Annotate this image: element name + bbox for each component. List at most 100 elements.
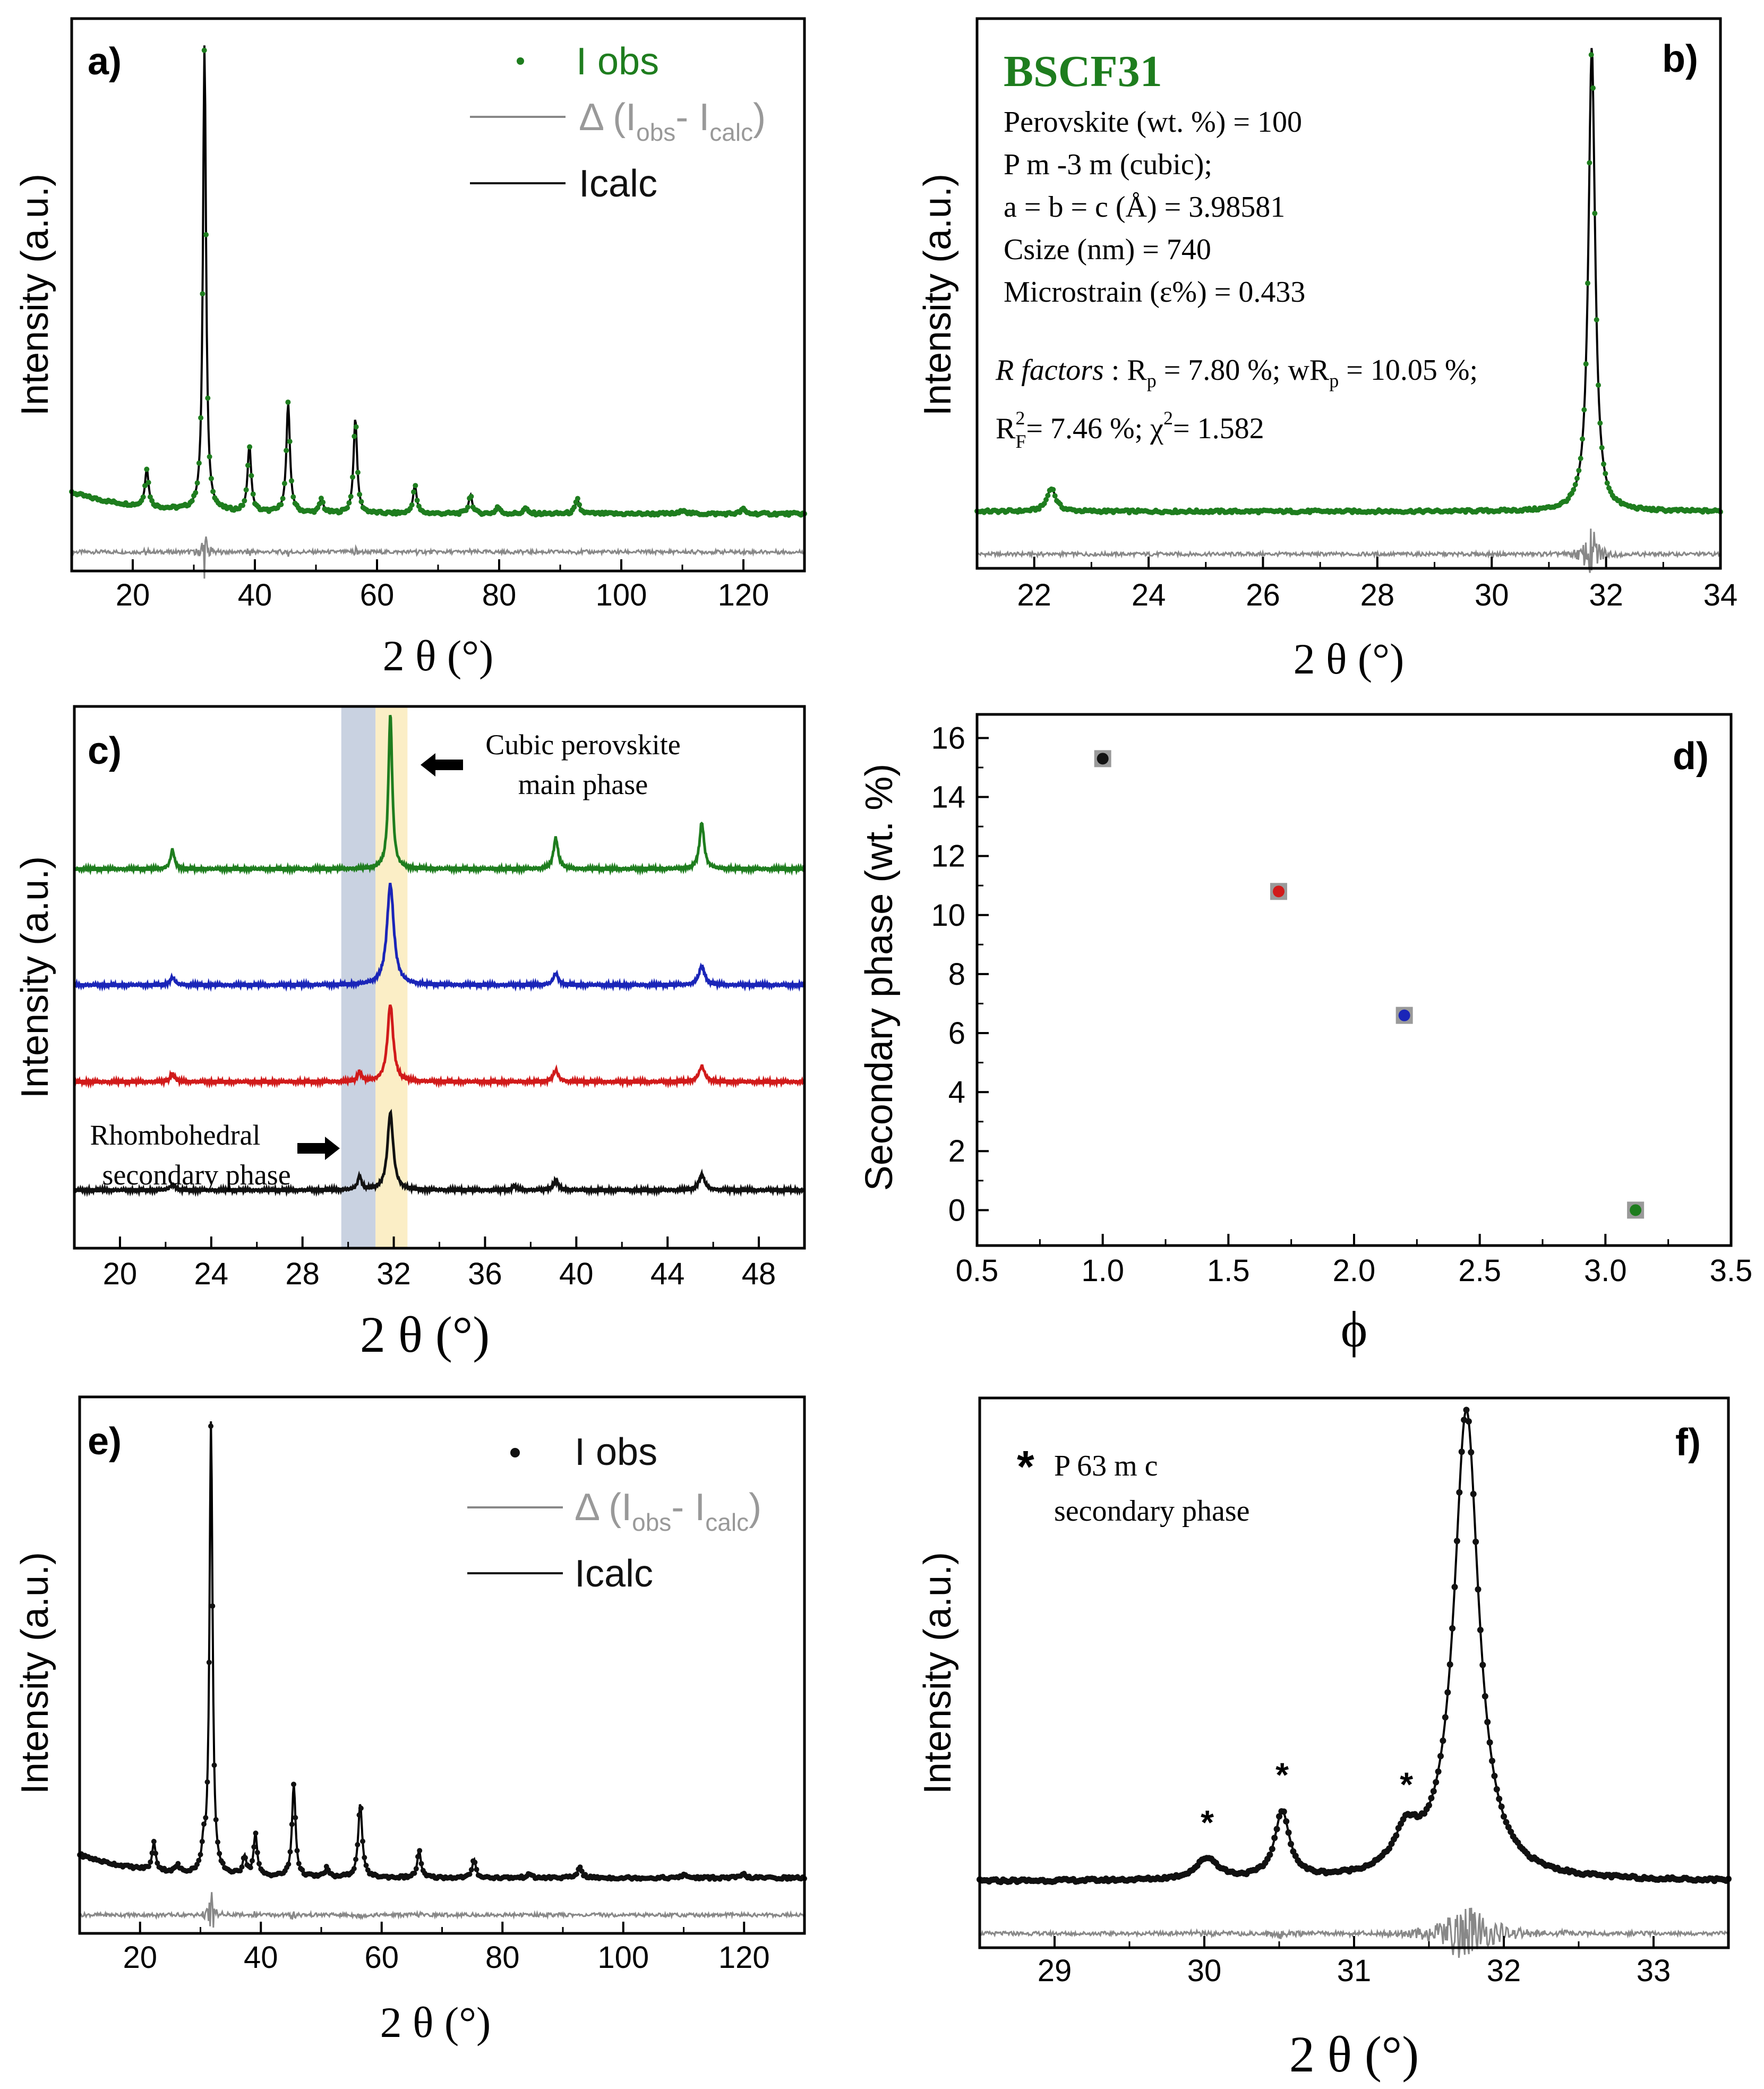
observed-point	[1271, 1835, 1278, 1841]
right-arrow-icon	[297, 1137, 340, 1160]
observed-point	[220, 1860, 226, 1866]
observed-point	[299, 1867, 305, 1873]
observed-point	[254, 1849, 260, 1855]
annotation-line-4: Csize (nm) = 740	[1004, 233, 1211, 266]
y-tick-label: 0	[948, 1193, 965, 1227]
secondary-phase-annotation: Rhombohedral secondary phase	[90, 1119, 340, 1191]
observed-point	[1280, 1808, 1287, 1815]
observed-point	[1393, 1832, 1400, 1839]
observed-point	[1486, 1739, 1493, 1746]
observed-point	[1472, 1538, 1479, 1545]
observed-point	[356, 1812, 362, 1818]
x-tick-label: 31	[1337, 1954, 1372, 1988]
x-tick-label: 1.0	[1081, 1254, 1124, 1288]
observed-point	[1043, 497, 1049, 502]
observed-point	[208, 1423, 213, 1429]
observed-point	[242, 498, 247, 504]
observed-point	[1604, 480, 1610, 486]
x-tick-label: 28	[285, 1257, 320, 1291]
observed-point	[1435, 1768, 1442, 1775]
x-tick-label: 32	[1487, 1954, 1521, 1988]
annotation-line-2: P m -3 m (cubic);	[1004, 148, 1212, 181]
x-tick-label: 28	[1360, 578, 1395, 612]
observed-point	[1503, 1819, 1510, 1826]
y-tick-label: 16	[931, 721, 965, 755]
observed-point	[210, 1603, 216, 1609]
legend-obs-marker	[517, 57, 524, 65]
x-axis-label: 2 θ (°)	[1294, 635, 1405, 683]
x-tick-label: 40	[559, 1257, 594, 1291]
observed-point	[575, 496, 580, 501]
y-axis-label: Intensity (a.u.)	[14, 174, 56, 416]
observed-point	[1428, 1795, 1435, 1802]
difference-curve	[71, 536, 806, 579]
series-green-line	[73, 714, 806, 876]
panel-a: 20 40 60 80 100 120 a) I obs Δ (Iobs- Icalc) …	[14, 17, 807, 680]
legend-calc-label: Icalc	[579, 163, 657, 205]
observed-point	[1463, 1406, 1470, 1413]
observed-point	[1498, 1803, 1505, 1810]
observed-point	[247, 444, 253, 450]
observed-point	[1475, 1586, 1482, 1593]
phase-line-1: P 63 m c	[1054, 1449, 1158, 1482]
x-axis-label: 2 θ (°)	[360, 1306, 490, 1363]
observed-point	[355, 470, 361, 475]
observed-point	[1276, 1813, 1282, 1820]
observed-point	[284, 448, 289, 454]
observed-point	[415, 1854, 421, 1860]
main-phase-line-1: Cubic perovskite	[485, 729, 680, 761]
observed-point	[412, 1870, 417, 1876]
observed-point	[409, 502, 415, 508]
observed-point	[1583, 361, 1589, 367]
observed-point	[358, 499, 364, 505]
observed-point	[250, 1858, 255, 1864]
observed-point	[287, 439, 293, 445]
observed-point	[213, 1817, 219, 1822]
observed-point	[1468, 1449, 1475, 1456]
x-tick-label: 22	[1017, 578, 1051, 612]
x-tick-label: 36	[468, 1257, 502, 1291]
observed-point	[1578, 456, 1583, 462]
observed-point	[206, 1659, 212, 1665]
observed-point	[1572, 482, 1578, 488]
legend: I obs Δ (Iobs- Icalc) Icalc	[470, 40, 766, 205]
observed-point	[1458, 1448, 1465, 1455]
observed-point	[151, 1839, 157, 1844]
observed-point	[289, 478, 294, 484]
observed-point	[1599, 445, 1605, 450]
annotation-line-3: a = b = c (Å) = 3.98581	[1004, 191, 1285, 224]
panel-label: f)	[1675, 1421, 1701, 1464]
phase-annotation: * P 63 m c secondary phase	[1017, 1442, 1250, 1528]
observed-point	[1437, 1753, 1444, 1760]
panel-f: * * * 29 30 31 32 33 f) * P 63 m c secondary p…	[917, 1396, 1732, 2083]
observed-point	[355, 1842, 361, 1847]
observed-point	[417, 1848, 423, 1854]
observed-point	[467, 1871, 473, 1877]
observed-point	[1501, 1813, 1507, 1820]
observed-point	[256, 1861, 262, 1866]
observed-point	[358, 1805, 364, 1811]
observed-point	[350, 474, 355, 480]
observed-point	[245, 463, 251, 468]
y-tick-label: 4	[948, 1075, 965, 1110]
y-tick-label: 8	[948, 957, 965, 992]
observed-point	[278, 501, 284, 507]
x-tick-label: 60	[364, 1940, 399, 1975]
observed-point	[196, 460, 202, 466]
x-tick-label: 32	[376, 1257, 411, 1291]
observed-point	[1440, 1737, 1446, 1744]
observed-point	[465, 504, 470, 510]
observed-point	[1576, 467, 1582, 473]
observed-point	[217, 1851, 222, 1856]
observed-point	[286, 1861, 292, 1867]
observed-point	[194, 480, 200, 486]
observed-point	[1588, 52, 1594, 58]
y-tick-label: 10	[931, 898, 965, 933]
observed-point	[468, 493, 474, 499]
observed-point	[196, 1857, 202, 1863]
observed-point	[1273, 1826, 1280, 1832]
highlight-band	[341, 706, 376, 1248]
star-symbol: *	[1017, 1442, 1034, 1491]
x-tick-label: 80	[482, 578, 517, 612]
